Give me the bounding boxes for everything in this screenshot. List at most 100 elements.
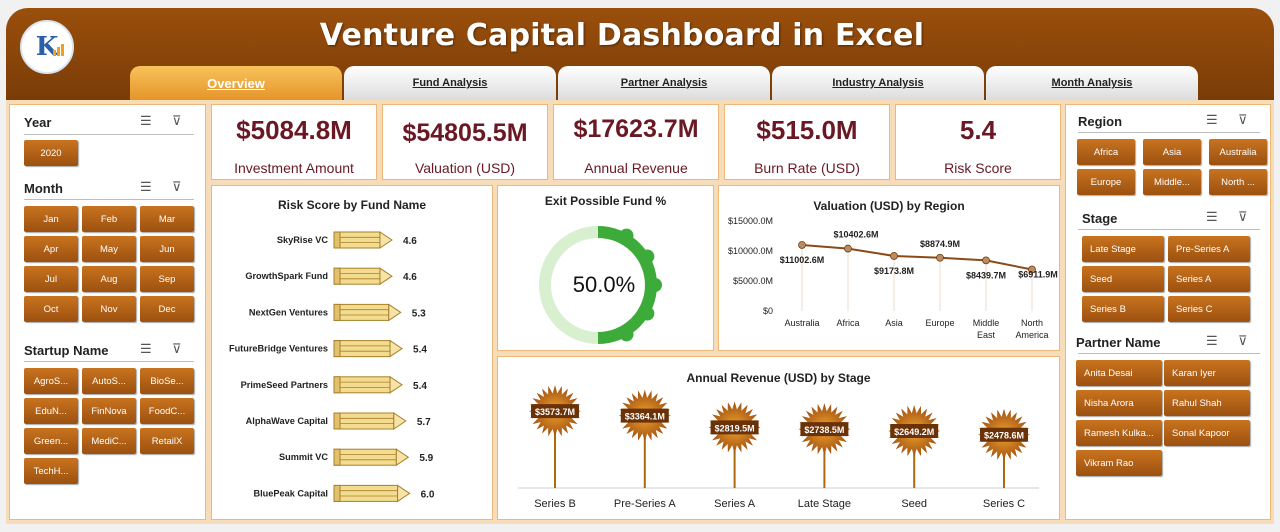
startup-slicer-item-button[interactable]: AgroS... (24, 368, 78, 394)
pencil-ferrule (333, 376, 341, 394)
tab-overview[interactable]: Overview (130, 66, 342, 100)
stage-slicer-item-button[interactable]: Pre-Series A (1168, 236, 1250, 262)
chart-title: Annual Revenue (USD) by Stage (686, 371, 871, 385)
clear-filter-icon[interactable]: ⊽ (172, 113, 182, 128)
stage-slicer-item-button[interactable]: Series A (1168, 266, 1250, 292)
clear-filter-icon[interactable]: ⊽ (172, 179, 182, 194)
month-slicer-item-button[interactable]: Aug (82, 266, 136, 292)
kpi-valuation: $54805.5M Valuation (USD) (382, 104, 548, 180)
x-tick-label: Australia (784, 318, 819, 328)
bar-value-label: 6.0 (421, 489, 435, 500)
month-slicer-item-button[interactable]: Jun (140, 236, 194, 262)
chart-title: Exit Possible Fund % (544, 194, 667, 208)
multi-select-icon[interactable]: ☰ (1206, 333, 1218, 348)
pencil-bar (333, 412, 395, 430)
startup-slicer-item-button[interactable]: RetailX (140, 428, 194, 454)
donut-bead (648, 278, 662, 292)
partner-slicer-item-button[interactable]: Sonal Kapoor (1164, 420, 1250, 446)
pencil-tip (379, 231, 393, 249)
region-slicer-item-button[interactable]: Africa (1077, 139, 1135, 165)
month-slicer-item-button[interactable]: Apr (24, 236, 78, 262)
data-label: $2649.2M (894, 427, 934, 437)
exit-fund-chart-card: Exit Possible Fund % 50.0% (497, 185, 714, 351)
pencil-ferrule (333, 484, 341, 502)
divider (1078, 353, 1260, 354)
month-slicer-item-button[interactable]: Mar (140, 206, 194, 232)
y-tick-label: $15000.0M (728, 216, 773, 226)
bar-category-label: NextGen Ventures (249, 307, 328, 317)
risk-bar-group: FutureBridge Ventures 5.4 (229, 339, 427, 358)
startup-slicer-item-button[interactable]: BioSe... (140, 368, 194, 394)
startup-slicer-item-button[interactable]: TechH... (24, 458, 78, 484)
pencil-ferrule (333, 267, 341, 285)
multi-select-icon[interactable]: ☰ (1206, 209, 1218, 224)
startup-slicer-item-button[interactable]: EduN... (24, 398, 78, 424)
clear-filter-icon[interactable]: ⊽ (172, 341, 182, 356)
clear-filter-icon[interactable]: ⊽ (1238, 209, 1248, 224)
region-slicer-item-button[interactable]: North ... (1209, 169, 1267, 195)
data-point (890, 252, 898, 260)
partner-slicer-item-button[interactable]: Vikram Rao (1076, 450, 1162, 476)
partner-slicer-item-button[interactable]: Karan Iyer (1164, 360, 1250, 386)
kpi-burn-rate: $515.0M Burn Rate (USD) (724, 104, 890, 180)
x-tick-label: Asia (885, 318, 903, 328)
x-tick-label: North (1021, 318, 1043, 328)
startup-slicer-item-button[interactable]: FoodC... (140, 398, 194, 424)
month-slicer-item-button[interactable]: Feb (82, 206, 136, 232)
stage-burst: $2649.2M Seed (888, 405, 941, 510)
month-slicer-item-button[interactable]: Jan (24, 206, 78, 232)
partner-slicer-item-button[interactable]: Anita Desai (1076, 360, 1162, 386)
month-slicer-item-button[interactable]: Nov (82, 296, 136, 322)
multi-select-icon[interactable]: ☰ (1206, 112, 1218, 127)
bar-value-label: 5.3 (412, 308, 426, 319)
valuation-line-chart: $0 $5000.0M $10000.0M $15000.0M $11002.6M Aus… (728, 216, 1058, 340)
partner-slicer-item-button[interactable]: Ramesh Kulka... (1076, 420, 1162, 446)
month-slicer-item-button[interactable]: Oct (24, 296, 78, 322)
bar-value-label: 5.9 (419, 453, 433, 464)
data-point (1028, 265, 1036, 274)
tab-industry-analysis[interactable]: Industry Analysis (772, 66, 984, 100)
tab-month-analysis[interactable]: Month Analysis (986, 66, 1198, 100)
region-slicer-item-button[interactable]: Middle... (1143, 169, 1201, 195)
month-slicer-item-button[interactable]: Sep (140, 266, 194, 292)
kpi-value: $5084.8M (236, 115, 352, 145)
stage-slicer-item-button[interactable]: Late Stage (1082, 236, 1164, 262)
data-label: $11002.6M (780, 255, 825, 265)
x-tick-label: Series C (983, 498, 1025, 510)
stage-slicer-item-button[interactable]: Seed (1082, 266, 1164, 292)
pencil-bar (333, 303, 390, 321)
pencil-ferrule (333, 303, 341, 321)
startup-slicer-item-button[interactable]: Green... (24, 428, 78, 454)
data-label: $6911.9M (1018, 270, 1058, 280)
data-label: $3573.7M (535, 407, 575, 417)
pencil-ferrule (333, 231, 341, 249)
multi-select-icon[interactable]: ☰ (140, 341, 152, 356)
region-slicer-item-button[interactable]: Asia (1143, 139, 1201, 165)
clear-filter-icon[interactable]: ⊽ (1238, 333, 1248, 348)
bar-category-label: Summit VC (279, 452, 328, 462)
tab-fund-analysis[interactable]: Fund Analysis (344, 66, 556, 100)
data-label: $2738.5M (804, 425, 844, 435)
stage-slicer-item-button[interactable]: Series C (1168, 296, 1250, 322)
pencil-bar (333, 448, 397, 466)
clear-filter-icon[interactable]: ⊽ (1238, 112, 1248, 127)
risk-bar-group: BluePeak Capital 6.0 (253, 484, 435, 503)
tab-partner-analysis[interactable]: Partner Analysis (558, 66, 770, 100)
month-slicer-item-button[interactable]: May (82, 236, 136, 262)
stage-slicer-item-button[interactable]: Series B (1082, 296, 1164, 322)
year-slicer-item-button[interactable]: 2020 (24, 140, 78, 166)
donut-bead (640, 249, 655, 264)
month-slicer-item-button[interactable]: Jul (24, 266, 78, 292)
startup-slicer-item-button[interactable]: AutoS... (82, 368, 136, 394)
region-slicer-item-button[interactable]: Europe (1077, 169, 1135, 195)
startup-slicer-item-button[interactable]: MediC... (82, 428, 136, 454)
bar-value-label: 4.6 (403, 272, 417, 283)
partner-slicer-item-button[interactable]: Rahul Shah (1164, 390, 1250, 416)
partner-slicer-item-button[interactable]: Nisha Arora (1076, 390, 1162, 416)
x-tick-label: Africa (836, 318, 859, 328)
multi-select-icon[interactable]: ☰ (140, 113, 152, 128)
startup-slicer-item-button[interactable]: FinNova (82, 398, 136, 424)
region-slicer-item-button[interactable]: Australia (1209, 139, 1267, 165)
month-slicer-item-button[interactable]: Dec (140, 296, 194, 322)
multi-select-icon[interactable]: ☰ (140, 179, 152, 194)
